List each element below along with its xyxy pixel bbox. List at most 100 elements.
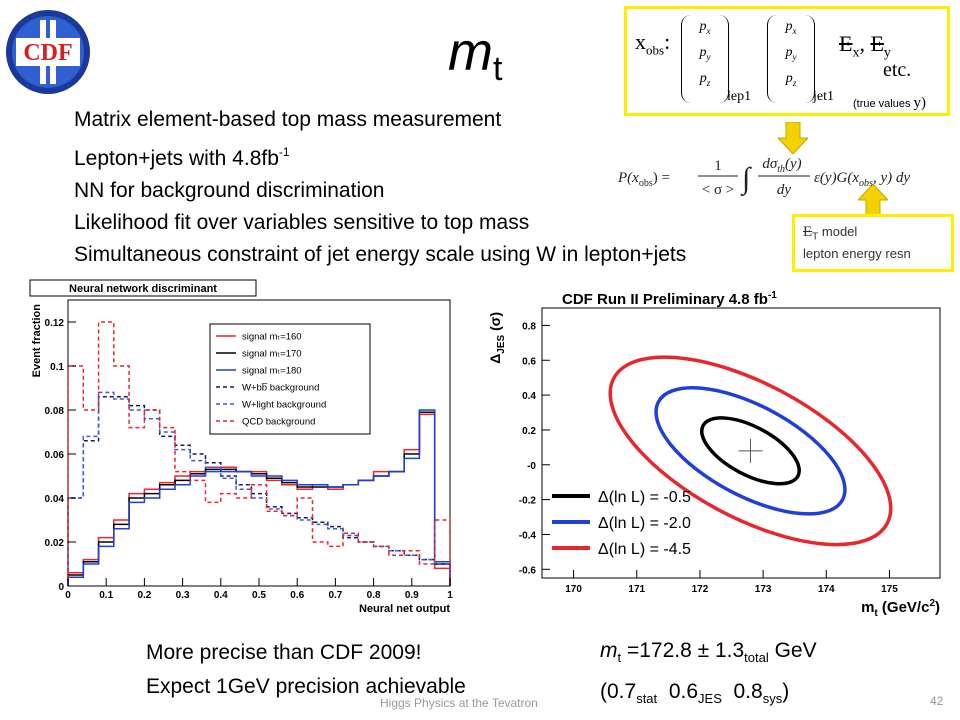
- legend-entry: signal mₜ=160: [242, 332, 302, 343]
- x-tick-label: 0.8: [367, 590, 381, 601]
- jet-label: jet1: [813, 89, 834, 104]
- x-tick-label: 172: [692, 584, 709, 595]
- precision-note-line1: More precise than CDF 2009!: [146, 641, 422, 664]
- x-axis-label: Neural net output: [359, 603, 450, 614]
- legend-entry: W+light background: [242, 400, 326, 411]
- y-tick-label: -0.2: [519, 496, 537, 507]
- y-tick-label: 0.06: [45, 450, 65, 461]
- series-line-4: [67, 391, 451, 586]
- y-tick-label: 0.6: [522, 356, 536, 367]
- x-tick-label: 0.9: [405, 590, 419, 601]
- x-tick-label: 173: [755, 584, 772, 595]
- x-tick-label: 175: [881, 584, 898, 595]
- y-tick-label: 0.04: [45, 494, 65, 505]
- jes-mt-contour-chart: CDF Run II Preliminary 4.8 fb-1 170 171 172…: [476, 284, 960, 620]
- y-tick-label: 0.02: [45, 538, 65, 549]
- bullet-item: NN for background discrimination: [74, 179, 385, 202]
- y-tick-label: 0.1: [50, 362, 64, 373]
- observables-box: xobs: px py pz lep1 px py pz jet1 Ex, Ey…: [624, 6, 950, 116]
- title-main: m: [448, 22, 493, 82]
- y-tick-label: 0.4: [522, 391, 536, 402]
- y-tick-label: 0: [58, 582, 64, 593]
- x-tick-label: 174: [818, 584, 835, 595]
- et-model-line: ET model: [803, 224, 858, 243]
- title-sub: t: [492, 50, 503, 88]
- y-tick-label: 0.2: [522, 426, 536, 437]
- bullet-item: Likelihood fit over variables sensitive …: [74, 211, 530, 234]
- x-tick-label: 0.3: [176, 590, 190, 601]
- lep-label: lep1: [727, 89, 752, 104]
- lepton-momentum-vector: px py pz: [681, 15, 729, 103]
- legend-entry: QCD background: [242, 417, 315, 428]
- svg-text:dσth(y): dσth(y): [762, 156, 801, 175]
- contour-0: [608, 355, 893, 547]
- legend-entry: Δ(ln L) = -4.5: [598, 541, 691, 558]
- xobs-label: xobs:: [635, 29, 671, 58]
- model-box: ET model lepton energy resn: [792, 214, 954, 272]
- legend-entry: signal mₜ=170: [242, 349, 302, 360]
- svg-text:dy: dy: [777, 182, 792, 198]
- x-tick-label: 0.1: [99, 590, 113, 601]
- jet-momentum-vector: px py pz: [767, 15, 815, 103]
- probability-formula: P(xobs) = 1 < σ > ∫ dσth(y) dy ε(y)G(xob…: [617, 156, 910, 198]
- x-tick-label: 171: [628, 584, 645, 595]
- lepton-resn-line: lepton energy resn: [803, 245, 911, 261]
- mt-result-line2: (0.7stat 0.6JES 0.8sys): [600, 680, 790, 707]
- up-arrow-icon: [858, 184, 888, 216]
- x-tick-label: 1: [447, 590, 453, 601]
- legend-entry: Δ(ln L) = -0.5: [598, 489, 691, 506]
- x-tick-label: 0: [65, 590, 71, 601]
- true-values-note: (true values y): [853, 95, 927, 111]
- down-arrow-icon: [778, 122, 808, 154]
- legend-entry: W+bb̅ background: [242, 383, 319, 394]
- y-tick-label: 0.8: [522, 321, 536, 332]
- precision-note: More precise than CDF 2009! Expect 1GeV …: [146, 636, 466, 704]
- mt-result: mt =172.8 ± 1.3total GeV (0.7stat 0.6JES…: [600, 634, 817, 716]
- etc-label: etc.: [883, 59, 912, 81]
- y-tick-label: -0.4: [519, 530, 537, 541]
- nn-discriminant-chart: Neural network discriminant 0 0.1 0.2 0.3 0.4…: [0, 274, 470, 614]
- y-tick-label: -0.6: [519, 565, 537, 576]
- chart-title: Neural network discriminant: [69, 283, 217, 295]
- svg-text:1: 1: [714, 158, 722, 174]
- precision-note-line2: Expect 1GeV precision achievable: [146, 675, 466, 698]
- x-axis-label: mt (GeV/c2): [861, 598, 940, 619]
- x-tick-label: 0.6: [290, 590, 304, 601]
- x-tick-label: 0.5: [252, 590, 266, 601]
- bullet-item: Matrix element-based top mass measuremen…: [74, 108, 502, 131]
- svg-text:∫: ∫: [740, 162, 752, 197]
- plot-background: [476, 284, 960, 620]
- y-axis-label: ΔJES (σ): [487, 312, 507, 364]
- svg-text:< σ >: < σ >: [702, 182, 735, 198]
- y-tick-label: -0: [527, 461, 536, 472]
- y-tick-label: 0.08: [45, 406, 65, 417]
- legend-box: [209, 323, 371, 435]
- legend-entry: signal mₜ=180: [242, 366, 302, 377]
- title-box: [29, 279, 257, 297]
- y-tick-label: 0.12: [45, 318, 65, 329]
- svg-text:ε(y)G(xobs, y) dy: ε(y)G(xobs, y) dy: [814, 170, 910, 189]
- svg-text:P(xobs) =: P(xobs) =: [617, 170, 670, 189]
- contour-1: [654, 386, 847, 516]
- plot-frame: [541, 307, 941, 579]
- cdf-logo: CDF: [6, 10, 90, 94]
- y-axis-label: Event fraction: [31, 304, 43, 378]
- page-number: 42: [930, 694, 944, 708]
- x-tick-label: 170: [565, 584, 582, 595]
- slide-title: mt: [448, 22, 502, 99]
- mt-result-line1: mt =172.8 ± 1.3total GeV: [600, 639, 817, 666]
- slide-footer: Higgs Physics at the Tevatron: [380, 696, 538, 710]
- contour-2: [699, 416, 801, 486]
- legend-entry: Δ(ln L) = -2.0: [598, 515, 691, 532]
- chart-title: CDF Run II Preliminary 4.8 fb-1: [562, 290, 777, 308]
- logo-text: CDF: [23, 40, 72, 66]
- x-tick-label: 0.7: [328, 590, 342, 601]
- x-tick-label: 0.2: [137, 590, 151, 601]
- x-tick-label: 0.4: [214, 590, 228, 601]
- series-line-5: [67, 321, 451, 586]
- bullet-list: Matrix element-based top mass measuremen…: [74, 104, 834, 271]
- bullet-item: Simultaneous constraint of jet energy sc…: [74, 243, 687, 266]
- series-line-2: [67, 409, 451, 586]
- bullet-item: Lepton+jets with 4.8fb-1: [74, 145, 290, 170]
- missing-et-components: Ex, Ey: [839, 31, 891, 61]
